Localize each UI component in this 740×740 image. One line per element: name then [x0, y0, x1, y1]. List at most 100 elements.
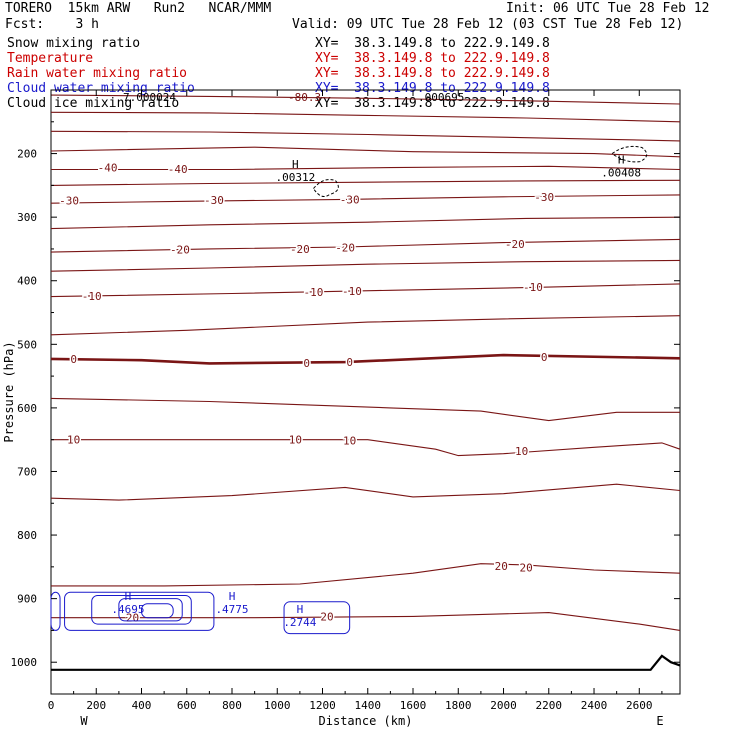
east-label: E	[656, 714, 663, 728]
y-axis-title: Pressure (hPa)	[2, 341, 16, 442]
contour-label: -10	[523, 281, 543, 294]
cloud-water-contour	[91, 594, 192, 625]
x-tick-label: 1200	[309, 699, 336, 712]
contour-label: -20	[170, 244, 190, 257]
isotherm-line	[50, 130, 681, 142]
y-tick-label: 400	[17, 275, 37, 288]
fcst-value: 3 h	[75, 17, 99, 32]
x-tick-label: 800	[222, 699, 242, 712]
overlap-label-a: 7.000024	[123, 91, 176, 104]
x-tick-label: 2000	[490, 699, 517, 712]
terrain-line	[51, 654, 681, 671]
extremum-marker: H	[229, 590, 236, 603]
isotherm-line	[50, 397, 680, 422]
y-tick-label: 500	[17, 338, 37, 351]
isotherm-line	[50, 94, 681, 105]
x-tick-label: 1400	[355, 699, 382, 712]
run-label: Run2	[153, 1, 186, 16]
header-line-1: TORERO 15km ARW Run2 NCAR/MMM	[5, 1, 271, 16]
isotherm-line	[50, 216, 681, 230]
forecast-hour: Fcst: 3 h	[5, 17, 99, 32]
y-tick-label: 900	[17, 593, 37, 606]
contour-label: -30	[534, 191, 554, 204]
x-tick-label: 2200	[536, 699, 563, 712]
contour-label: -40	[98, 162, 118, 175]
field-xy: XY= 38.3.149.8 to 222.9.149.8	[315, 51, 550, 66]
y-tick-label: 600	[17, 402, 37, 415]
cloud-water-contour	[50, 591, 61, 631]
fcst-label: Fcst:	[5, 17, 45, 32]
overlap-label-c: .000695	[418, 91, 464, 104]
extremum-value: .4775	[215, 603, 248, 616]
field-xy: XY= 38.3.149.8 to 222.9.149.8	[315, 66, 550, 81]
extremum-marker: H	[618, 153, 625, 166]
grid-res: 15km ARW	[67, 1, 131, 16]
contour-label: -30	[340, 193, 360, 206]
contour-label: -20	[335, 242, 355, 255]
valid-time: Valid: 09 UTC Tue 28 Feb 12 (03 CST Tue …	[292, 17, 684, 32]
extremum-marker: H	[297, 603, 304, 616]
field-name: Rain water mixing ratio	[7, 66, 188, 81]
field-xy: XY= 38.3.149.8 to 222.9.149.8	[315, 36, 550, 51]
x-tick-label: 200	[86, 699, 106, 712]
x-tick-label: 2400	[581, 699, 608, 712]
contour-label: -20	[505, 238, 525, 251]
x-tick-label: 0	[48, 699, 55, 712]
x-tick-label: 1000	[264, 699, 291, 712]
isotherm-line	[51, 439, 681, 457]
isotherm-line	[50, 259, 681, 272]
org-label: NCAR/MMM	[208, 1, 272, 16]
isotherm-line	[50, 283, 681, 298]
model-name: TORERO	[5, 1, 52, 16]
field-name: Temperature	[7, 51, 94, 66]
isotherm-line	[51, 563, 681, 587]
contour-label: -40	[168, 163, 188, 176]
init-time: Init: 06 UTC Tue 28 Feb 12	[506, 1, 710, 16]
isotherm-line	[50, 146, 681, 158]
contour-label: 20	[126, 612, 139, 625]
extremum-marker: H	[292, 158, 299, 171]
field-name: Snow mixing ratio	[7, 36, 141, 51]
cloud-water-contour	[283, 601, 351, 635]
extremum-value: .00408	[601, 166, 641, 179]
cloud-ice-contour	[313, 179, 339, 198]
cloud-water-contour	[64, 591, 215, 631]
contour-label: 0	[541, 351, 548, 364]
cloud-ice-contour	[611, 145, 648, 163]
contour-label: 0	[346, 356, 353, 369]
isotherm-line	[50, 179, 681, 186]
x-tick-label: 400	[132, 699, 152, 712]
isotherm-line	[50, 315, 681, 336]
x-tick-label: 1800	[445, 699, 472, 712]
isotherm-line	[50, 238, 681, 253]
isotherm-line	[51, 165, 681, 171]
y-tick-label: 800	[17, 529, 37, 542]
contour-label: 10	[343, 434, 356, 447]
x-axis-title: Distance (km)	[319, 714, 413, 728]
x-tick-label: 600	[177, 699, 197, 712]
extremum-value: .4695	[111, 603, 144, 616]
contour-label: 10	[67, 434, 80, 447]
cloud-water-contour	[118, 598, 183, 622]
field-name: Cloud water mixing ratio	[7, 81, 195, 96]
contour-label: -30	[59, 195, 79, 208]
contour-label: 20	[320, 610, 333, 623]
isotherm-line	[50, 483, 681, 501]
isotherm-line	[50, 194, 681, 204]
contour-label: -30	[204, 194, 224, 207]
contour-label: -10	[342, 285, 362, 298]
overlap-label-b: -80.3	[288, 91, 321, 104]
x-tick-label: 2600	[626, 699, 653, 712]
plot-frame	[50, 89, 681, 695]
field-xy: XY= 38.3.149.8 to 222.9.149.8	[315, 81, 550, 96]
contour-label: 0	[70, 353, 77, 366]
contour-label: -10	[304, 286, 324, 299]
extremum-marker: H	[125, 590, 132, 603]
y-tick-label: 1000	[11, 656, 38, 669]
contour-label: -20	[290, 243, 310, 256]
extremum-value: .2744	[283, 616, 316, 629]
x-tick-label: 1600	[400, 699, 427, 712]
contour-label: 20	[520, 561, 533, 574]
west-label: W	[80, 714, 88, 728]
